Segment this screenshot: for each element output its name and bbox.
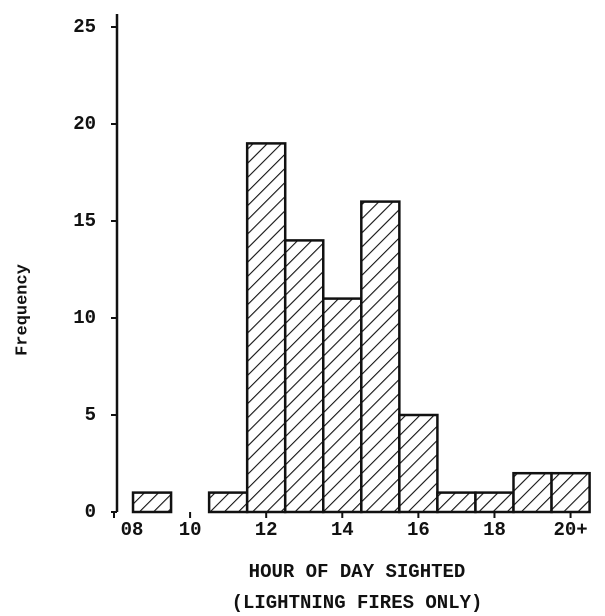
bar bbox=[398, 413, 439, 514]
x-tick-label: 16 bbox=[407, 519, 430, 541]
bar bbox=[360, 200, 401, 514]
x-axis-label: (LIGHTNING FIRES ONLY) bbox=[232, 592, 483, 614]
bar bbox=[322, 297, 363, 514]
y-tick-label: 25 bbox=[73, 16, 96, 38]
x-tick-label: 14 bbox=[331, 519, 354, 541]
x-tick-label: 10 bbox=[179, 519, 202, 541]
y-tick-label: 5 bbox=[85, 404, 96, 426]
y-axis-label: Frequency bbox=[13, 264, 32, 356]
bar bbox=[436, 491, 477, 514]
bar bbox=[283, 239, 325, 514]
bar bbox=[512, 471, 553, 514]
y-tick-label: 15 bbox=[73, 210, 96, 232]
bar bbox=[245, 142, 287, 514]
bar bbox=[474, 491, 515, 514]
x-tick-label: 08 bbox=[121, 519, 144, 541]
x-tick-label: 20+ bbox=[553, 519, 587, 541]
y-tick-label: 0 bbox=[85, 501, 96, 523]
bar bbox=[550, 471, 591, 514]
bar bbox=[207, 491, 249, 514]
y-tick-label: 10 bbox=[73, 307, 96, 329]
x-axis-label: HOUR OF DAY SIGHTED bbox=[249, 561, 466, 583]
x-tick-label: 18 bbox=[483, 519, 506, 541]
bar bbox=[131, 491, 173, 514]
x-tick-label: 12 bbox=[255, 519, 278, 541]
y-tick-label: 20 bbox=[73, 113, 96, 135]
